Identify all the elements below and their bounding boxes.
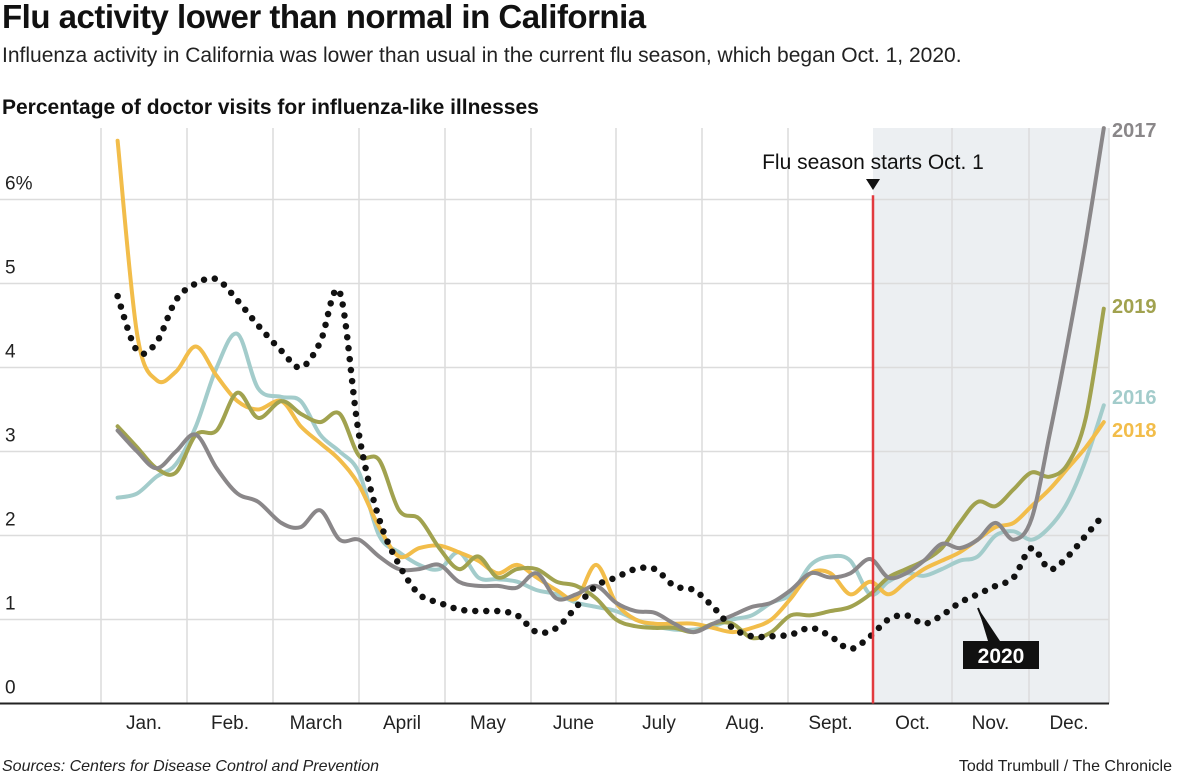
x-tick-label: June (553, 713, 594, 734)
x-tick-label: July (642, 713, 676, 734)
y-tick-label: 0 (5, 678, 16, 699)
series-line-2019 (115, 306, 1106, 641)
x-tick-label: Nov. (972, 713, 1010, 734)
headline: Flu activity lower than normal in Califo… (2, 0, 646, 35)
flu-season-shaded-region (873, 128, 1109, 704)
source-note: Sources: Centers for Disease Control and… (2, 758, 380, 775)
x-tick-label: April (383, 713, 421, 734)
y-tick-label: 4 (5, 342, 16, 363)
series-label-2020: 2020 (978, 645, 1025, 668)
series-label-2020-box (963, 641, 1039, 669)
y-tick-label: 1 (5, 594, 16, 615)
x-tick-label: Aug. (725, 713, 764, 734)
x-tick-label: Feb. (211, 713, 249, 734)
series-label-2019: 2019 (1112, 296, 1157, 318)
series-label-2018: 2018 (1112, 420, 1157, 442)
series-label-2016: 2016 (1112, 387, 1157, 409)
credit-line: Todd Trumbull / The Chronicle (958, 758, 1172, 775)
series-line-2017 (115, 126, 1106, 635)
chart-title: Percentage of doctor visits for influenz… (2, 96, 539, 119)
y-tick-label: 2 (5, 510, 16, 531)
y-tick-label: 3 (5, 426, 16, 447)
x-tick-label: Sept. (808, 713, 852, 734)
down-triangle-icon (866, 179, 880, 190)
series-2020-pointer (978, 608, 1000, 641)
x-tick-label: Dec. (1049, 713, 1088, 734)
subtitle: Influenza activity in California was low… (2, 44, 962, 67)
series-line-2020 (114, 275, 1108, 653)
x-tick-label: Oct. (895, 713, 930, 734)
series-label-2017: 2017 (1112, 120, 1157, 142)
y-tick-label: 5 (5, 258, 16, 279)
x-tick-label: May (470, 713, 506, 734)
x-tick-label: Jan. (126, 713, 162, 734)
flu-season-annotation: Flu season starts Oct. 1 (762, 151, 984, 174)
y-tick-label: 6% (5, 174, 33, 195)
x-tick-label: March (290, 713, 343, 734)
